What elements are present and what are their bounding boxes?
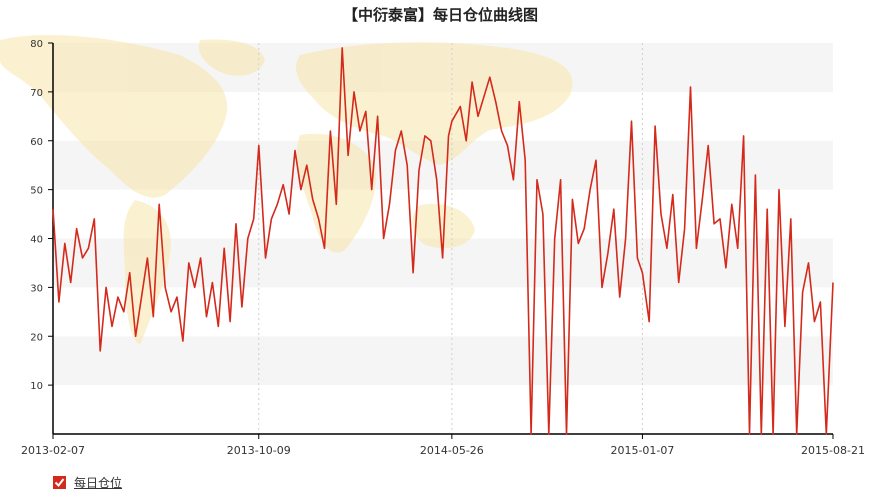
x-tick-label: 2015-01-07 [610,444,674,457]
y-tick-label: 80 [30,39,43,50]
y-tick-label: 60 [30,137,43,148]
legend-item[interactable]: 每日仓位 [53,474,122,491]
x-tick-label: 2014-05-26 [420,444,484,457]
x-axis: 2013-02-07 2013-10-09 2014-05-26 2015-01-07… [21,433,865,457]
grid-band [53,336,833,386]
map-south-america [123,200,171,345]
y-tick-label: 20 [30,332,43,343]
vertical-gridlines [258,43,643,434]
chart-title: 【中衍泰富】每日仓位曲线图 [342,6,538,24]
map-europe-asia [295,42,573,165]
y-tick-label: 50 [30,186,43,197]
map-greenland [198,39,265,76]
world-map-watermark [0,35,573,345]
x-tick-label: 2013-10-09 [227,444,291,457]
x-tick-label: 2015-08-21 [801,444,865,457]
y-tick-label: 40 [30,235,43,246]
y-tick-label: 10 [30,381,43,392]
map-north-america [0,35,228,198]
series-line [52,47,834,435]
y-axis: 10 20 30 40 50 60 70 80 [30,39,54,434]
legend-label[interactable]: 每日仓位 [74,476,123,490]
y-tick-label: 70 [30,88,43,99]
check-icon[interactable] [53,476,66,489]
y-tick-label: 30 [30,283,43,294]
x-tick-label: 2013-02-07 [21,444,85,457]
